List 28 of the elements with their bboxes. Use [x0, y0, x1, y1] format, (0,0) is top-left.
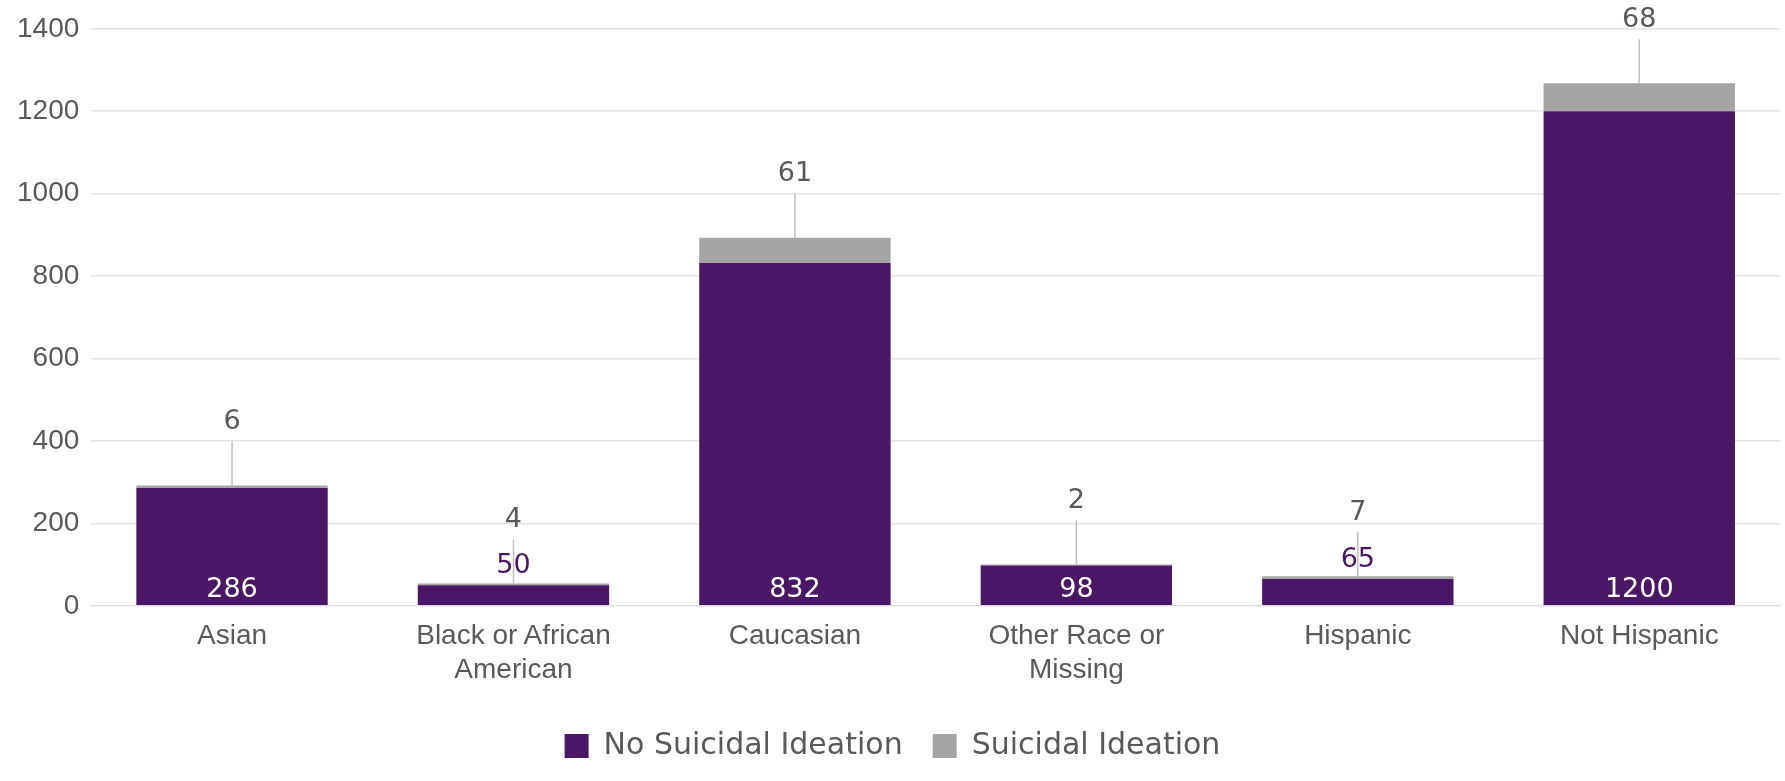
x-tick-label: Not Hispanic [1559, 619, 1719, 651]
y-tick-label: 1400 [16, 11, 80, 43]
data-label: 1200 [1604, 571, 1674, 603]
y-tick-label: 1200 [16, 93, 80, 125]
x-tick-label: Hispanic [1304, 619, 1412, 651]
data-label: 50 [496, 547, 531, 579]
data-label: 4 [504, 502, 523, 534]
x-tick-label: Black or African American [416, 619, 611, 684]
x-tick-label: Asian [196, 619, 268, 651]
y-tick-label: 400 [32, 423, 80, 455]
y-tick-label: 200 [32, 506, 80, 538]
data-label: 2 [1067, 483, 1085, 515]
data-label: 6 [223, 403, 241, 435]
y-tick-label: 0 [63, 588, 80, 620]
data-label: 98 [1059, 571, 1094, 603]
y-tick-label: 600 [32, 341, 80, 373]
data-label: 65 [1340, 541, 1375, 573]
y-tick-label: 1000 [16, 176, 80, 208]
data-label: 286 [206, 571, 258, 603]
data-label: 832 [769, 571, 821, 603]
data-label: 68 [1622, 1, 1657, 33]
data-label: 7 [1349, 494, 1367, 526]
data-label: 61 [777, 156, 813, 188]
legend-label: Suicidal Ideation [971, 725, 1221, 761]
x-tick-label: Other Race or Missing [988, 619, 1165, 684]
y-tick-label: 800 [32, 258, 80, 290]
x-tick-label: Caucasian [728, 619, 862, 651]
legend-label: No Suicidal Ideation [603, 725, 903, 761]
